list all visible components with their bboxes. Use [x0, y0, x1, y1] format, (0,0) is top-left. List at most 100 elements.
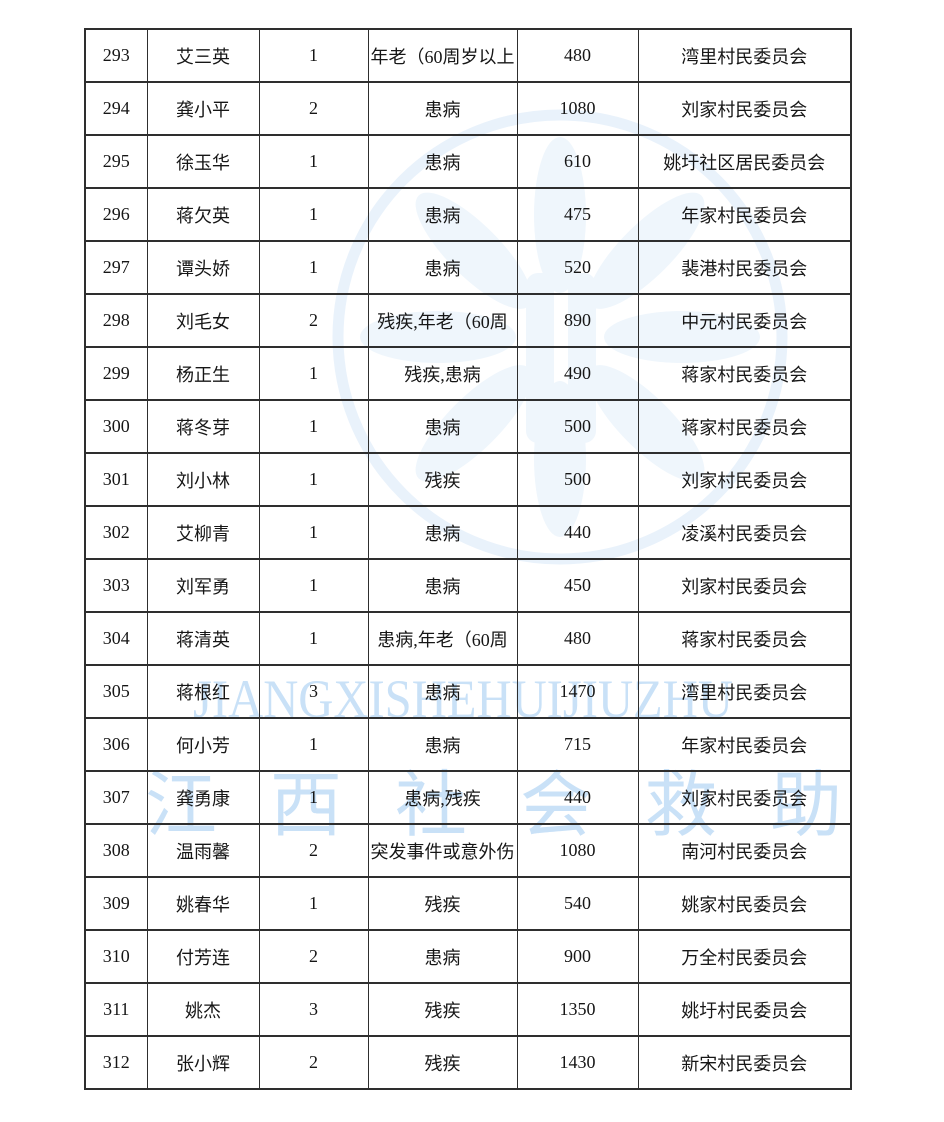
cell-amount: 450: [516, 558, 639, 613]
cell-reason: 患病: [367, 399, 518, 454]
cell-reason: 患病: [367, 505, 518, 560]
cell-seq: 303: [84, 558, 148, 613]
cell-count: 1: [258, 770, 369, 825]
cell-count: 2: [258, 823, 369, 878]
cell-name: 付芳连: [146, 929, 260, 984]
table-row: 299 杨正生 1 残疾,患病 490 蒋家村民委员会: [84, 346, 852, 401]
cell-reason: 患病: [367, 558, 518, 613]
cell-reason: 患病: [367, 81, 518, 136]
table-row: 305 蒋根红 3 患病 1470 湾里村民委员会: [84, 664, 852, 719]
table-row: 304 蒋清英 1 患病,年老（60周 480 蒋家村民委员会: [84, 611, 852, 666]
cell-reason: 患病,年老（60周: [367, 611, 518, 666]
cell-name: 刘军勇: [146, 558, 260, 613]
cell-committee: 刘家村民委员会: [637, 81, 852, 136]
cell-count: 1: [258, 28, 369, 83]
cell-committee: 年家村民委员会: [637, 717, 852, 772]
cell-reason: 残疾: [367, 876, 518, 931]
table-row: 307 龚勇康 1 患病,残疾 440 刘家村民委员会: [84, 770, 852, 825]
cell-committee: 凌溪村民委员会: [637, 505, 852, 560]
cell-seq: 294: [84, 81, 148, 136]
cell-count: 2: [258, 81, 369, 136]
cell-name: 谭头娇: [146, 240, 260, 295]
cell-reason: 患病: [367, 240, 518, 295]
cell-amount: 480: [516, 611, 639, 666]
table-row: 296 蒋欠英 1 患病 475 年家村民委员会: [84, 187, 852, 242]
cell-committee: 蒋家村民委员会: [637, 346, 852, 401]
table-row: 295 徐玉华 1 患病 610 姚圩社区居民委员会: [84, 134, 852, 189]
cell-count: 1: [258, 505, 369, 560]
assistance-table-container: 293 艾三英 1 年老（60周岁以上 480 湾里村民委员会 294 龚小平 2 患病 1080 刘…: [84, 28, 852, 1090]
cell-seq: 293: [84, 28, 148, 83]
cell-committee: 裴港村民委员会: [637, 240, 852, 295]
cell-committee: 刘家村民委员会: [637, 558, 852, 613]
cell-committee: 中元村民委员会: [637, 293, 852, 348]
table-row: 309 姚春华 1 残疾 540 姚家村民委员会: [84, 876, 852, 931]
cell-seq: 312: [84, 1035, 148, 1090]
cell-count: 1: [258, 717, 369, 772]
cell-name: 张小辉: [146, 1035, 260, 1090]
cell-seq: 304: [84, 611, 148, 666]
table-row: 306 何小芳 1 患病 715 年家村民委员会: [84, 717, 852, 772]
table-row: 294 龚小平 2 患病 1080 刘家村民委员会: [84, 81, 852, 136]
cell-committee: 刘家村民委员会: [637, 770, 852, 825]
cell-amount: 1470: [516, 664, 639, 719]
cell-count: 2: [258, 293, 369, 348]
cell-seq: 297: [84, 240, 148, 295]
cell-committee: 年家村民委员会: [637, 187, 852, 242]
cell-amount: 440: [516, 770, 639, 825]
cell-amount: 1080: [516, 81, 639, 136]
table-row: 297 谭头娇 1 患病 520 裴港村民委员会: [84, 240, 852, 295]
cell-amount: 540: [516, 876, 639, 931]
cell-seq: 310: [84, 929, 148, 984]
cell-reason: 患病: [367, 134, 518, 189]
cell-count: 1: [258, 134, 369, 189]
cell-name: 刘小林: [146, 452, 260, 507]
cell-seq: 301: [84, 452, 148, 507]
cell-reason: 患病: [367, 717, 518, 772]
table-row: 310 付芳连 2 患病 900 万全村民委员会: [84, 929, 852, 984]
cell-count: 1: [258, 240, 369, 295]
table-row: 303 刘军勇 1 患病 450 刘家村民委员会: [84, 558, 852, 613]
cell-reason: 患病,残疾: [367, 770, 518, 825]
table-row: 312 张小辉 2 残疾 1430 新宋村民委员会: [84, 1035, 852, 1090]
cell-count: 1: [258, 452, 369, 507]
table-row: 301 刘小林 1 残疾 500 刘家村民委员会: [84, 452, 852, 507]
cell-committee: 刘家村民委员会: [637, 452, 852, 507]
cell-amount: 440: [516, 505, 639, 560]
cell-amount: 500: [516, 452, 639, 507]
cell-amount: 610: [516, 134, 639, 189]
cell-committee: 南河村民委员会: [637, 823, 852, 878]
cell-name: 徐玉华: [146, 134, 260, 189]
table-row: 311 姚杰 3 残疾 1350 姚圩村民委员会: [84, 982, 852, 1037]
cell-name: 蒋欠英: [146, 187, 260, 242]
cell-reason: 残疾,患病: [367, 346, 518, 401]
cell-seq: 300: [84, 399, 148, 454]
cell-count: 2: [258, 929, 369, 984]
cell-name: 姚杰: [146, 982, 260, 1037]
cell-count: 3: [258, 982, 369, 1037]
cell-committee: 万全村民委员会: [637, 929, 852, 984]
cell-reason: 残疾: [367, 1035, 518, 1090]
cell-reason: 年老（60周岁以上: [367, 28, 518, 83]
cell-amount: 520: [516, 240, 639, 295]
cell-name: 何小芳: [146, 717, 260, 772]
cell-seq: 295: [84, 134, 148, 189]
table-body: 293 艾三英 1 年老（60周岁以上 480 湾里村民委员会 294 龚小平 2 患病 1080 刘…: [84, 28, 852, 1090]
cell-seq: 298: [84, 293, 148, 348]
cell-count: 1: [258, 187, 369, 242]
cell-amount: 1080: [516, 823, 639, 878]
cell-amount: 480: [516, 28, 639, 83]
cell-count: 1: [258, 346, 369, 401]
cell-name: 龚小平: [146, 81, 260, 136]
cell-name: 蒋冬芽: [146, 399, 260, 454]
cell-seq: 308: [84, 823, 148, 878]
cell-name: 姚春华: [146, 876, 260, 931]
cell-amount: 1350: [516, 982, 639, 1037]
cell-amount: 715: [516, 717, 639, 772]
cell-amount: 500: [516, 399, 639, 454]
cell-seq: 299: [84, 346, 148, 401]
cell-name: 杨正生: [146, 346, 260, 401]
cell-amount: 1430: [516, 1035, 639, 1090]
cell-amount: 490: [516, 346, 639, 401]
cell-seq: 306: [84, 717, 148, 772]
